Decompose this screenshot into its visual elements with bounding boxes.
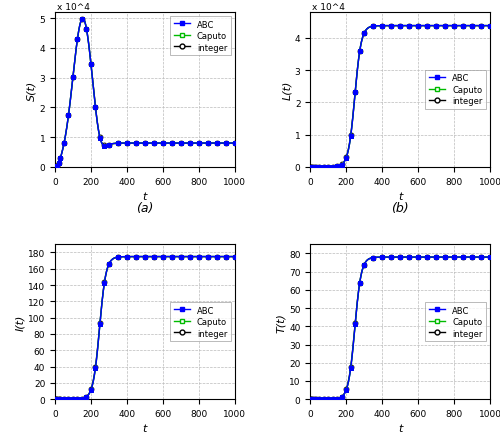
Y-axis label: S(t): S(t)	[27, 80, 37, 100]
Text: (a): (a)	[136, 201, 154, 214]
Y-axis label: L(t): L(t)	[282, 81, 292, 100]
Legend: ABC, Caputo, integer: ABC, Caputo, integer	[170, 17, 230, 56]
Text: x 10^4: x 10^4	[312, 3, 345, 11]
X-axis label: t: t	[398, 424, 402, 434]
Legend: ABC, Caputo, integer: ABC, Caputo, integer	[426, 71, 486, 109]
Legend: ABC, Caputo, integer: ABC, Caputo, integer	[170, 303, 230, 341]
Y-axis label: T(t): T(t)	[276, 312, 286, 332]
X-axis label: t: t	[398, 192, 402, 202]
Text: (d): (d)	[392, 433, 409, 434]
Text: (b): (b)	[392, 201, 409, 214]
X-axis label: t: t	[142, 192, 147, 202]
Text: x 10^4: x 10^4	[57, 3, 90, 11]
Text: (c): (c)	[136, 433, 153, 434]
Y-axis label: I(t): I(t)	[15, 314, 25, 330]
Legend: ABC, Caputo, integer: ABC, Caputo, integer	[426, 303, 486, 341]
X-axis label: t: t	[142, 424, 147, 434]
